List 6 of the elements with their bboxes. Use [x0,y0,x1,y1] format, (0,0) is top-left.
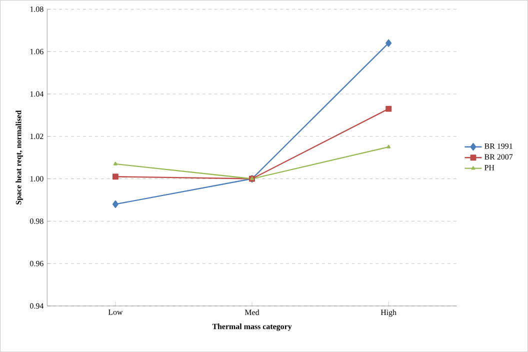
point [386,106,392,112]
point [386,144,391,148]
point [112,200,118,208]
point [113,162,118,166]
point [386,39,392,47]
point [112,174,118,180]
